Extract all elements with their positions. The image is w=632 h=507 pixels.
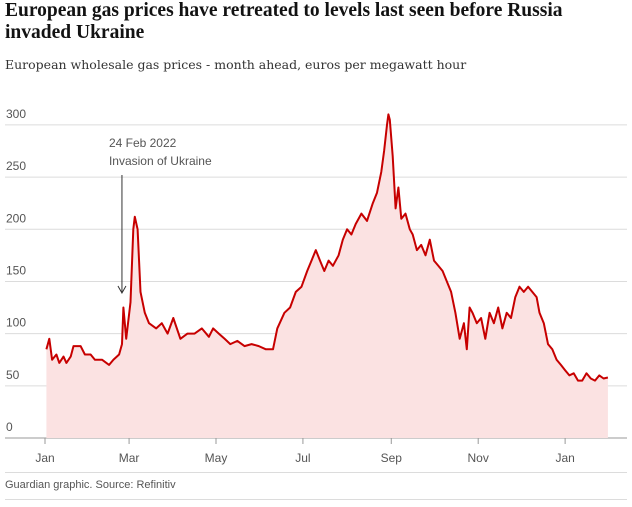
y-tick-label: 50 bbox=[6, 368, 20, 382]
x-tick-label: Jul bbox=[295, 451, 310, 465]
y-tick-label: 300 bbox=[6, 107, 26, 121]
divider bbox=[5, 472, 627, 473]
y-tick-label: 250 bbox=[6, 159, 26, 173]
x-tick-label: Nov bbox=[468, 451, 489, 465]
line bbox=[45, 113, 609, 382]
y-tick-label: 100 bbox=[6, 316, 26, 330]
source: Guardian graphic. Source: Refinitiv bbox=[5, 479, 176, 491]
x-tick-label: Jan bbox=[35, 451, 54, 465]
area bbox=[46, 114, 608, 439]
x-tick-label: Jan bbox=[555, 451, 574, 465]
y-tick-label: 150 bbox=[6, 263, 26, 277]
divider bbox=[5, 499, 627, 500]
annotation-text: Invasion of Ukraine bbox=[109, 154, 212, 168]
chart-subtitle: European wholesale gas prices - month ah… bbox=[5, 57, 467, 72]
annotation-text: 24 Feb 2022 bbox=[109, 136, 177, 150]
x-tick-label: Sep bbox=[381, 451, 403, 465]
chart-title: European gas prices have retreated to le… bbox=[5, 0, 563, 43]
x-tick-label: Mar bbox=[119, 451, 140, 465]
annotation-arrow bbox=[117, 285, 127, 295]
y-tick-label: 0 bbox=[6, 420, 13, 434]
x-tick-label: May bbox=[205, 451, 228, 465]
y-tick-label: 200 bbox=[6, 211, 26, 225]
